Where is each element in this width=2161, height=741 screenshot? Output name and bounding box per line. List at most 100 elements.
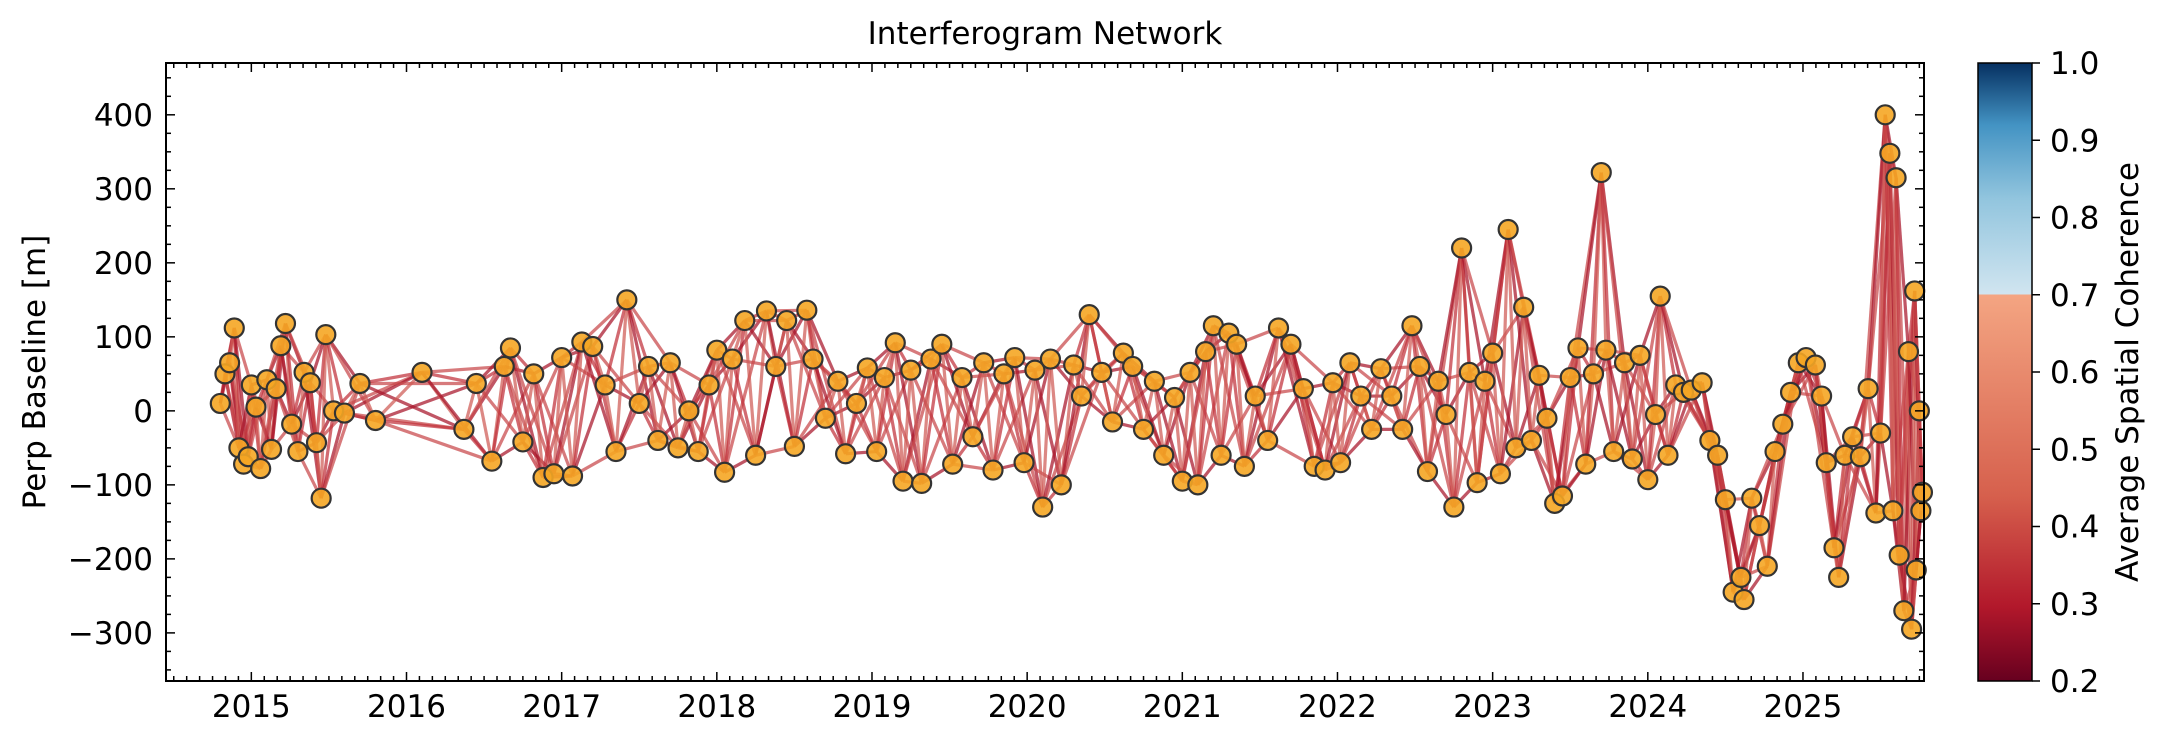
network-edge (1568, 377, 1588, 465)
network-edge (1576, 172, 1603, 349)
network-edge (1152, 381, 1166, 456)
network-edge (844, 376, 886, 455)
network-edge (656, 362, 672, 441)
acquisition-point (1194, 341, 1217, 363)
y-tick-label: −300 (68, 616, 153, 652)
acquisition-point (1733, 588, 1755, 611)
acquisition-point (745, 444, 767, 466)
network-edge (1658, 295, 1693, 391)
acquisition-point (1621, 448, 1643, 470)
network-edge (909, 369, 924, 484)
acquisition-point (1893, 600, 1915, 622)
network-edge (1498, 229, 1510, 474)
acquisition-point (1381, 385, 1403, 407)
colorbar-tick-label: 0.2 (2050, 664, 2099, 700)
network-edge (875, 342, 897, 452)
network-edge (532, 373, 575, 477)
network-edge (646, 366, 660, 441)
colorbar-gradient (1977, 62, 2033, 682)
acquisition-point (802, 348, 824, 370)
acquisition-point (776, 309, 798, 332)
acquisition-point (866, 440, 888, 463)
network-edge (1059, 371, 1104, 486)
acquisition-point (713, 461, 736, 483)
acquisition-point (333, 402, 356, 424)
acquisition-point (783, 435, 806, 457)
acquisition-point (260, 438, 283, 460)
network-edge (541, 357, 564, 478)
acquisition-point (250, 457, 272, 480)
acquisition-point (1039, 348, 1062, 370)
network-edge (521, 373, 536, 443)
acquisition-point (659, 352, 681, 374)
acquisition-point (1741, 487, 1763, 509)
network-edge (1576, 347, 1588, 465)
network-edge (971, 362, 986, 437)
plot-area (165, 62, 1934, 682)
acquisition-point (892, 470, 914, 492)
acquisition-point (1582, 363, 1605, 385)
acquisition-point (1764, 440, 1786, 463)
acquisition-point (1070, 385, 1093, 407)
x-axis-ticks: 2015 2016 2017 2018 2019 2020 2021 2022 2023 2024… (173, 63, 1921, 725)
acquisition-point (582, 335, 604, 358)
acquisition-point (411, 361, 433, 383)
network-edge (1514, 307, 1526, 448)
network-edge (570, 341, 584, 477)
acquisition-point (1370, 358, 1392, 380)
network-edge (1390, 325, 1414, 397)
network-edge (603, 299, 629, 386)
network-edge (1131, 366, 1146, 430)
network-edge (865, 367, 905, 482)
acquisition-point (1559, 366, 1581, 389)
acquisition-point (1416, 460, 1439, 483)
network-edge (1188, 372, 1200, 485)
acquisition-point (349, 372, 371, 395)
network-edge (1418, 366, 1456, 508)
acquisition-point (1730, 566, 1752, 588)
acquisition-point (721, 348, 743, 370)
acquisition-point (1888, 544, 1910, 566)
network-edge (774, 309, 809, 368)
acquisition-point (1520, 429, 1543, 452)
colorbar-tick-label: 1.0 (2050, 46, 2099, 82)
network-edge (1072, 364, 1114, 423)
network-edge (1444, 247, 1464, 415)
network-edge (1338, 362, 1352, 463)
acquisition-point (1153, 444, 1175, 466)
network-edge (1545, 417, 1565, 497)
network-edge (375, 418, 465, 431)
acquisition-point (993, 363, 1015, 385)
colorbar-ticks: 0.2 0.3 0.4 0.5 0.6 0.7 0.8 0.9 1.0 (2032, 46, 2099, 700)
network-edge (754, 310, 769, 456)
network-edge (865, 367, 879, 452)
acquisition-point (561, 465, 584, 487)
network-edge (502, 365, 545, 478)
network-edge (1591, 172, 1603, 374)
acquisition-point (835, 443, 857, 465)
acquisition-point (1865, 502, 1887, 524)
acquisition-point (1900, 618, 1923, 640)
acquisition-point (1842, 426, 1864, 448)
network-edge (1522, 307, 1534, 441)
acquisition-point (856, 357, 878, 379)
acquisition-point (1143, 370, 1165, 392)
acquisition-point (1210, 444, 1232, 466)
acquisition-point (1401, 315, 1423, 337)
acquisition-point (1122, 355, 1144, 378)
network-edge (490, 373, 536, 462)
network-edge (1079, 314, 1091, 397)
acquisition-point (814, 407, 837, 429)
network-edge (1878, 432, 1895, 512)
acquisition-point (1910, 500, 1932, 522)
acquisition-point (1257, 429, 1279, 452)
acquisition-point (796, 299, 818, 321)
acquisition-point (453, 418, 475, 440)
acquisition-point (647, 429, 669, 452)
acquisition-point (845, 392, 868, 415)
acquisition-point (1322, 372, 1344, 394)
acquisition-point (884, 332, 906, 354)
acquisition-point (667, 437, 689, 459)
network-edge (1917, 410, 1924, 493)
colorbar-tick-label: 0.5 (2050, 432, 2099, 468)
